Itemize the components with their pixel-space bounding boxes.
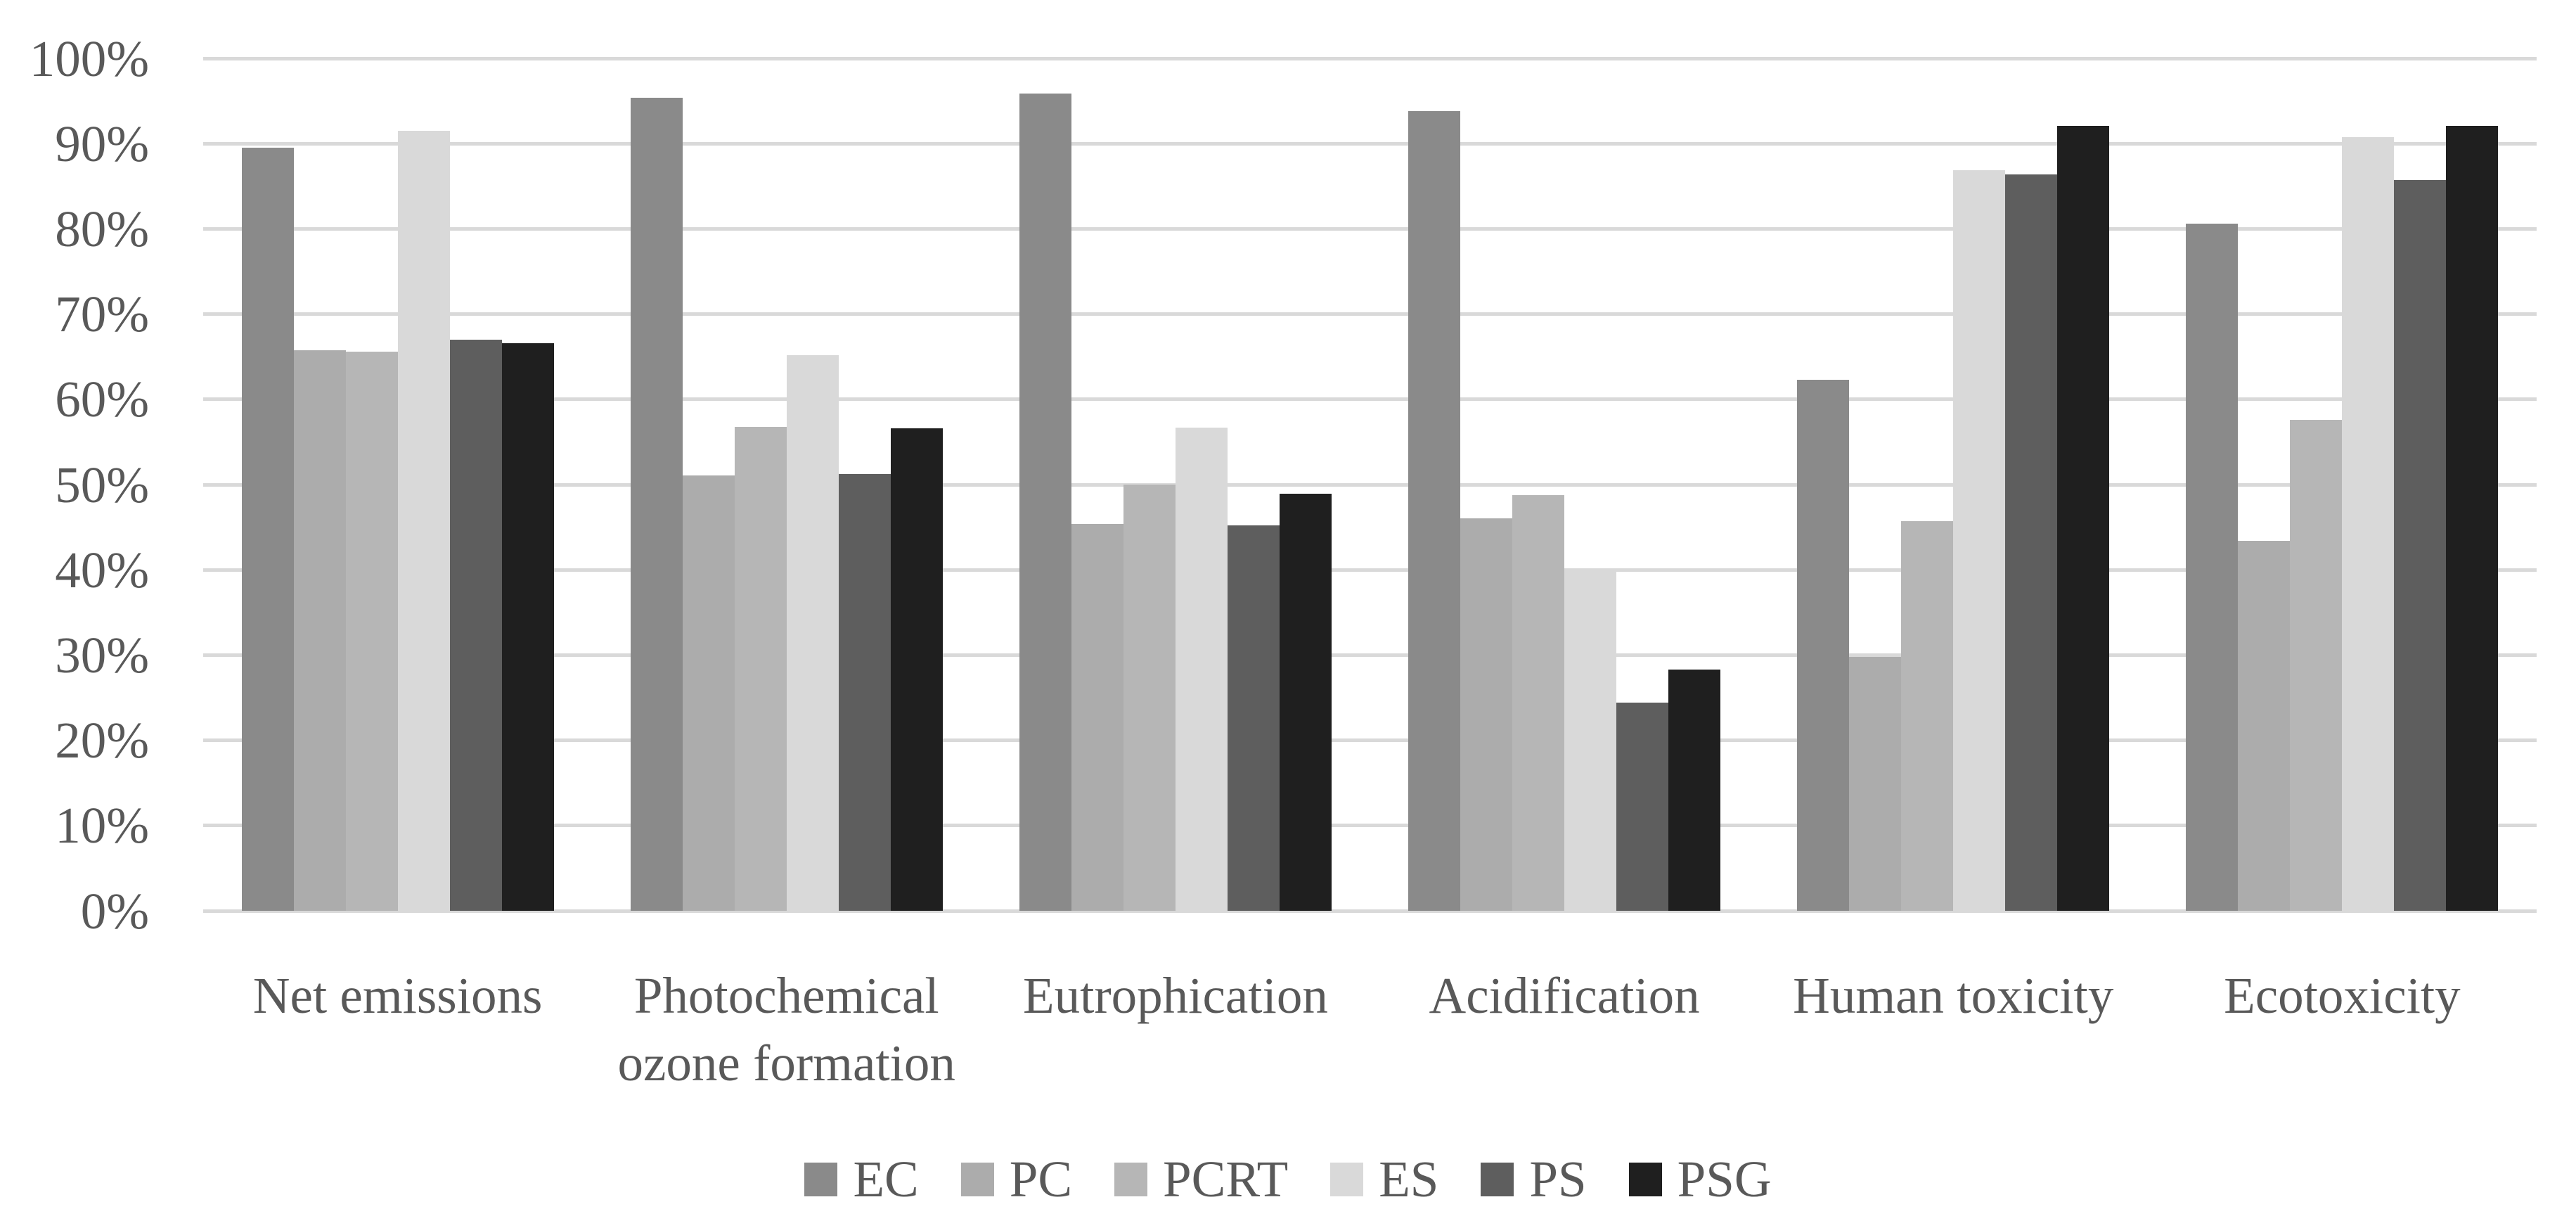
bar-ES-category-1 [786, 354, 839, 911]
bar-ES-category-3 [1564, 571, 1617, 911]
legend-label-ES: ES [1379, 1151, 1439, 1208]
gridline-30 [203, 653, 2537, 657]
x-axis-category-label: Photochemical ozone formation [617, 967, 955, 1092]
y-axis-tick-label: 60% [55, 371, 149, 428]
y-axis-tick-label: 10% [55, 797, 149, 855]
gridline-40 [203, 568, 2537, 572]
y-axis-tick-label: 90% [55, 115, 149, 172]
y-axis-tick-label: 50% [55, 456, 149, 513]
legend-item-PCRT: PCRT [1114, 1153, 1288, 1205]
legend-label-PCRT: PCRT [1163, 1151, 1289, 1208]
bar-PC-category-0 [293, 350, 346, 911]
y-axis-tick-label: 0% [80, 882, 149, 940]
legend-swatch-PS [1481, 1162, 1514, 1196]
bar-EC-category-3 [1408, 111, 1461, 911]
bar-PCRT-category-2 [1123, 485, 1176, 911]
bar-group-1 [592, 58, 981, 911]
bar-PCRT-category-0 [345, 351, 398, 911]
legend-label-PS: PS [1529, 1151, 1587, 1208]
x-axis-category-label: Human toxicity [1793, 967, 2114, 1024]
bar-groups-layer [203, 58, 2537, 911]
bar-EC-category-1 [630, 97, 683, 911]
x-axis-category-label: Acidification [1429, 967, 1700, 1024]
legend-item-PC: PC [960, 1151, 1073, 1208]
bar-PSG-category-0 [501, 343, 554, 911]
y-axis-tick-label: 20% [55, 712, 149, 769]
bar-EC-category-0 [241, 148, 294, 911]
bar-PSG-category-5 [2446, 125, 2499, 911]
y-axis-tick-label: 100% [29, 30, 149, 87]
bar-PS-category-2 [1227, 525, 1280, 911]
gridline-20 [203, 738, 2537, 743]
bar-group-2 [981, 58, 1370, 911]
legend-item-EC: EC [804, 1151, 919, 1208]
bar-ES-category-5 [2342, 136, 2395, 911]
bar-PCRT-category-5 [2290, 419, 2343, 911]
legend-item-PSG: PSG [1628, 1151, 1772, 1208]
bar-PSG-category-3 [1668, 670, 1721, 911]
legend-item-PS: PS [1481, 1151, 1587, 1208]
gridline-50 [203, 482, 2537, 487]
gridline-100 [203, 56, 2537, 60]
legend-swatch-PCRT [1114, 1162, 1148, 1196]
bar-ES-category-2 [1175, 427, 1228, 911]
y-axis-tick-label: 30% [55, 626, 149, 684]
bar-PS-category-1 [838, 474, 891, 911]
bar-PCRT-category-4 [1901, 521, 1954, 911]
bar-EC-category-2 [1019, 93, 1071, 911]
bar-group-3 [1370, 58, 1759, 911]
bar-PSG-category-1 [890, 428, 943, 911]
gridline-0 [203, 909, 2537, 913]
gridline-90 [203, 141, 2537, 146]
bar-group-0 [203, 58, 592, 911]
bar-PS-category-3 [1616, 703, 1669, 911]
bar-PCRT-category-3 [1512, 494, 1565, 911]
legend-swatch-ES [1330, 1162, 1364, 1196]
gridline-70 [203, 312, 2537, 316]
bar-PS-category-5 [2394, 180, 2447, 911]
legend-label-EC: EC [853, 1151, 919, 1208]
legend-swatch-EC [804, 1162, 838, 1196]
x-axis-category-label: Ecotoxicity [2224, 967, 2461, 1024]
bar-PSG-category-4 [2057, 125, 2110, 911]
bar-ES-category-4 [1953, 170, 2006, 911]
bar-EC-category-5 [2186, 224, 2239, 911]
gridline-80 [203, 226, 2537, 231]
bar-PC-category-5 [2238, 541, 2291, 911]
legend-label-PSG: PSG [1677, 1151, 1772, 1208]
bar-PS-category-4 [2005, 174, 2058, 911]
gridline-10 [203, 824, 2537, 828]
bar-EC-category-4 [1797, 379, 1850, 911]
y-axis-tick-label: 70% [55, 286, 149, 343]
bar-group-5 [2148, 58, 2537, 911]
bar-group-4 [1759, 58, 2148, 911]
x-axis-category-label: Net emissions [252, 967, 543, 1024]
legend-label-PC: PC [1009, 1151, 1073, 1208]
y-axis-tick-label: 40% [55, 541, 149, 599]
bar-PS-category-0 [449, 339, 502, 911]
bar-PSG-category-2 [1279, 494, 1332, 911]
bar-PC-category-4 [1849, 656, 1902, 911]
x-axis-category-label: Eutrophication [1022, 967, 1328, 1024]
bar-PC-category-1 [682, 475, 735, 911]
bar-PCRT-category-1 [734, 426, 787, 911]
legend-swatch-PC [960, 1162, 994, 1196]
plot-area [203, 56, 2537, 913]
bar-PC-category-2 [1071, 523, 1123, 911]
bar-ES-category-0 [397, 131, 450, 911]
bar-PC-category-3 [1460, 518, 1513, 911]
y-axis-tick-label: 80% [55, 200, 149, 257]
legend-item-ES: ES [1330, 1153, 1438, 1205]
legend-swatch-PSG [1628, 1162, 1662, 1196]
chart-legend: EC PC PCRT ES PS PSG [0, 1153, 2576, 1205]
gridline-60 [203, 397, 2537, 402]
